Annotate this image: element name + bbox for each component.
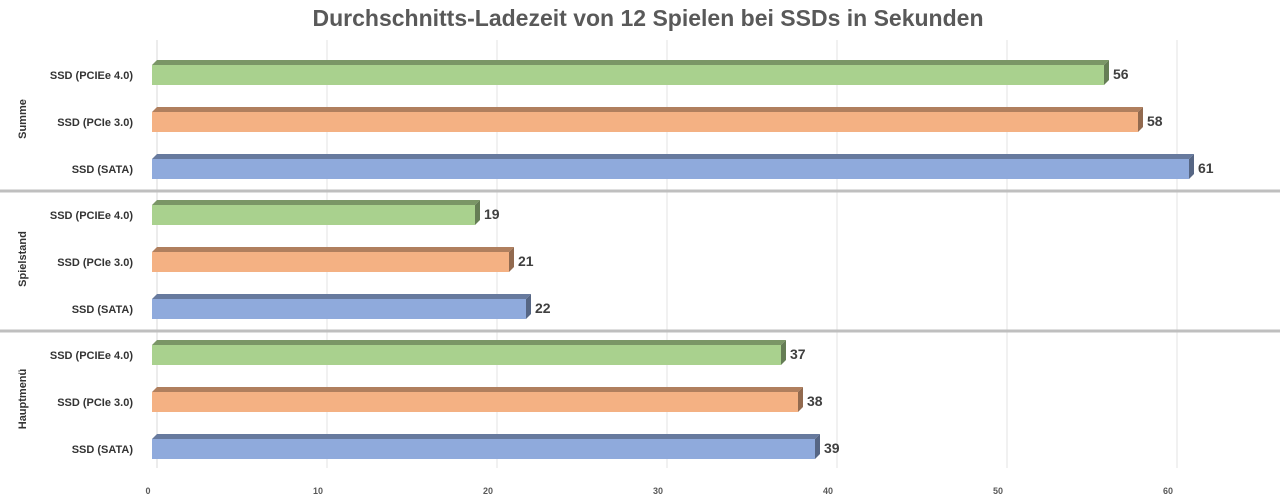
bar — [152, 299, 526, 319]
group-label: Hauptmenü — [17, 369, 29, 430]
bar — [152, 345, 781, 365]
group-separators — [0, 189, 1280, 333]
data-label: 37 — [790, 346, 806, 362]
data-label: 22 — [535, 300, 551, 316]
x-tick-label: 20 — [483, 486, 493, 496]
bar-top — [152, 107, 1143, 112]
bar — [152, 112, 1138, 132]
category-label: SSD (PCIEe 4.0) — [50, 210, 133, 222]
category-label: SSD (PCIEe 4.0) — [50, 350, 133, 362]
group-label: Spielstand — [17, 231, 29, 287]
bar-top — [152, 434, 820, 439]
bar-end — [475, 200, 480, 225]
data-label: 56 — [1113, 66, 1129, 82]
bar-top — [152, 387, 803, 392]
category-label: SSD (SATA) — [72, 304, 134, 316]
bar-end — [815, 434, 820, 459]
bar-end — [798, 387, 803, 412]
category-label: SSD (PCIe 3.0) — [57, 397, 133, 409]
bar — [152, 439, 815, 459]
category-label: SSD (PCIe 3.0) — [57, 117, 133, 129]
bar-top — [152, 60, 1109, 65]
x-tick-label: 40 — [823, 486, 833, 496]
data-label: 61 — [1198, 160, 1214, 176]
bar-top — [152, 154, 1194, 159]
bar-end — [1189, 154, 1194, 179]
data-label: 38 — [807, 393, 823, 409]
bar-end — [1104, 60, 1109, 85]
bar-end — [1138, 107, 1143, 132]
bar-top — [152, 200, 480, 205]
data-label: 58 — [1147, 113, 1163, 129]
bar-top — [152, 340, 786, 345]
bar — [152, 392, 798, 412]
data-label: 21 — [518, 253, 534, 269]
x-tick-label: 60 — [1163, 486, 1173, 496]
chart-title: Durchschnitts-Ladezeit von 12 Spielen be… — [313, 5, 984, 31]
bar-top — [152, 247, 514, 252]
bar-end — [781, 340, 786, 365]
bar-end — [526, 294, 531, 319]
x-tick-label: 50 — [993, 486, 1003, 496]
group-label: Summe — [17, 99, 29, 139]
labels: Summe 56 SSD (PCIEe 4.0) 58 SSD (PCIe 3.0) 61… — [17, 66, 1214, 456]
category-label: SSD (PCIEe 4.0) — [50, 70, 133, 82]
category-label: SSD (PCIe 3.0) — [57, 257, 133, 269]
category-label: SSD (SATA) — [72, 164, 134, 176]
bar-top — [152, 294, 531, 299]
x-tick-label: 30 — [653, 486, 663, 496]
bar — [152, 252, 509, 272]
category-label: SSD (SATA) — [72, 444, 134, 456]
data-label: 19 — [484, 206, 500, 222]
x-tick-label: 10 — [313, 486, 323, 496]
bar — [152, 159, 1189, 179]
bars — [152, 60, 1194, 459]
data-label: 39 — [824, 440, 840, 456]
bar — [152, 205, 475, 225]
x-tick-label: 0 — [145, 486, 150, 496]
bar-end — [509, 247, 514, 272]
bar — [152, 65, 1104, 85]
x-axis-ticks: 0 10 20 30 40 50 60 — [145, 486, 1173, 496]
